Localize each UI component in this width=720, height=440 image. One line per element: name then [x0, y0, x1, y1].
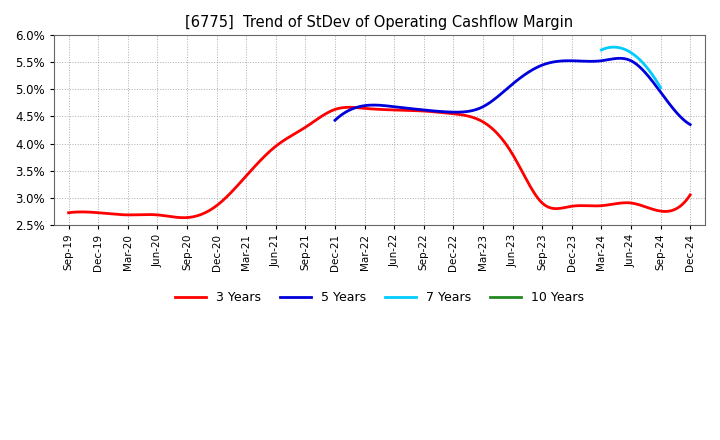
7 Years [656, 85, 665, 91]
3 Years [64, 210, 73, 215]
7 Years [609, 44, 618, 50]
7 Years [634, 55, 642, 61]
7 Years [632, 54, 641, 59]
7 Years [647, 71, 656, 76]
7 Years [598, 47, 606, 52]
3 Years [66, 210, 75, 215]
5 Years [541, 61, 549, 66]
3 Years [179, 215, 187, 220]
5 Years [330, 117, 339, 123]
5 Years [686, 122, 695, 127]
3 Years [632, 202, 641, 207]
Title: [6775]  Trend of StDev of Operating Cashflow Margin: [6775] Trend of StDev of Operating Cashf… [185, 15, 573, 30]
7 Years [651, 77, 660, 82]
3 Years [686, 192, 695, 198]
3 Years [345, 105, 354, 110]
5 Years [631, 61, 640, 66]
3 Years [593, 203, 601, 209]
5 Years [542, 61, 551, 66]
7 Years [597, 47, 606, 52]
5 Years [332, 117, 341, 122]
Line: 5 Years: 5 Years [335, 59, 690, 125]
3 Years [436, 110, 445, 115]
5 Years [654, 86, 662, 92]
Line: 7 Years: 7 Years [601, 47, 660, 88]
3 Years [438, 110, 447, 115]
3 Years [449, 111, 457, 116]
7 Years [632, 55, 641, 60]
5 Years [548, 59, 557, 65]
Line: 3 Years: 3 Years [68, 107, 690, 218]
5 Years [616, 56, 624, 61]
Legend: 3 Years, 5 Years, 7 Years, 10 Years: 3 Years, 5 Years, 7 Years, 10 Years [170, 286, 589, 309]
